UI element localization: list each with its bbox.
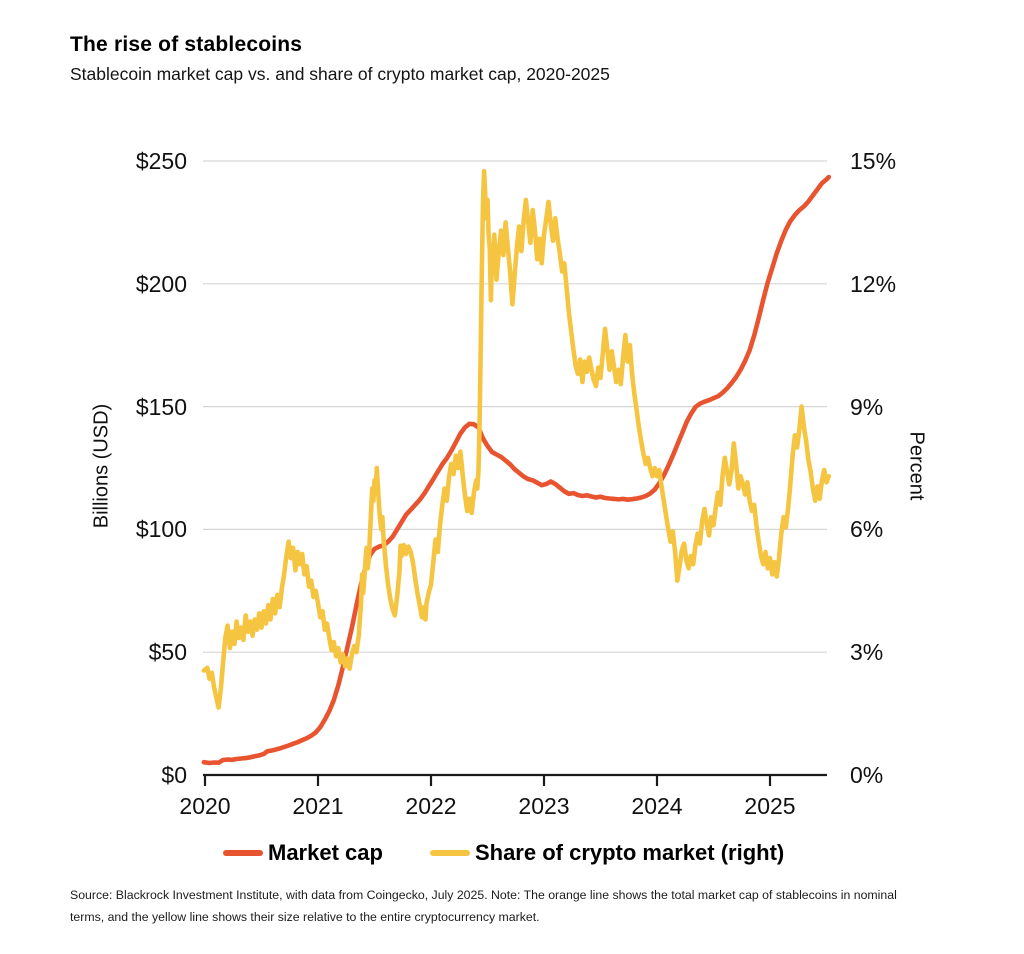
legend-swatch-share-of-crypto-market-right [429, 850, 470, 856]
right-axis-title: Percent [905, 431, 928, 501]
right-axis-tick-label-12: 12% [850, 270, 897, 297]
left-axis-tick-label-150: $150 [135, 393, 187, 420]
legend-item-market-cap: Market cap [223, 840, 383, 866]
x-axis-tick-label-2025: 2025 [744, 793, 796, 819]
legend-swatch-market-cap [223, 850, 263, 856]
left-axis-tick-label-0: $0 [161, 762, 187, 788]
source-note: Source: Blackrock Investment Institute, … [70, 888, 897, 924]
right-axis-tick-label-0: 0% [850, 762, 884, 788]
legend-label-share-of-crypto-market-right: Share of crypto market (right) [474, 840, 785, 865]
x-axis-tick-label-2020: 2020 [179, 793, 231, 819]
series-line-market-cap [201, 174, 832, 766]
right-axis-tick-label-3: 3% [850, 639, 884, 666]
left-axis-tick-label-100: $100 [135, 516, 187, 543]
left-axis-tick-label-50: $50 [148, 639, 187, 666]
right-axis-tick-label-6: 6% [850, 516, 884, 543]
left-axis-tick-label-200: $200 [135, 270, 187, 297]
left-axis-tick-label-250: $250 [135, 148, 187, 174]
right-axis-tick-label-9: 9% [850, 393, 884, 420]
x-axis-tick-label-2021: 2021 [292, 793, 344, 819]
page-title: The rise of stablecoins [70, 33, 303, 56]
legend-item-share-of-crypto-market-right: Share of crypto market (right) [429, 840, 785, 866]
chart-legend: Market cap Share of crypto market (right) [223, 840, 784, 866]
x-axis-tick-label-2024: 2024 [631, 793, 683, 819]
left-axis-title: Billions (USD) [90, 403, 113, 529]
right-axis-tick-label-15: 15% [850, 148, 897, 174]
page-subtitle: Stablecoin market cap vs. and share of c… [70, 64, 610, 84]
series-line-share-of-crypto-market-right [201, 168, 832, 710]
legend-label-market-cap: Market cap [268, 840, 383, 865]
x-axis-tick-label-2022: 2022 [405, 793, 457, 819]
x-axis-tick-label-2023: 2023 [518, 793, 570, 819]
